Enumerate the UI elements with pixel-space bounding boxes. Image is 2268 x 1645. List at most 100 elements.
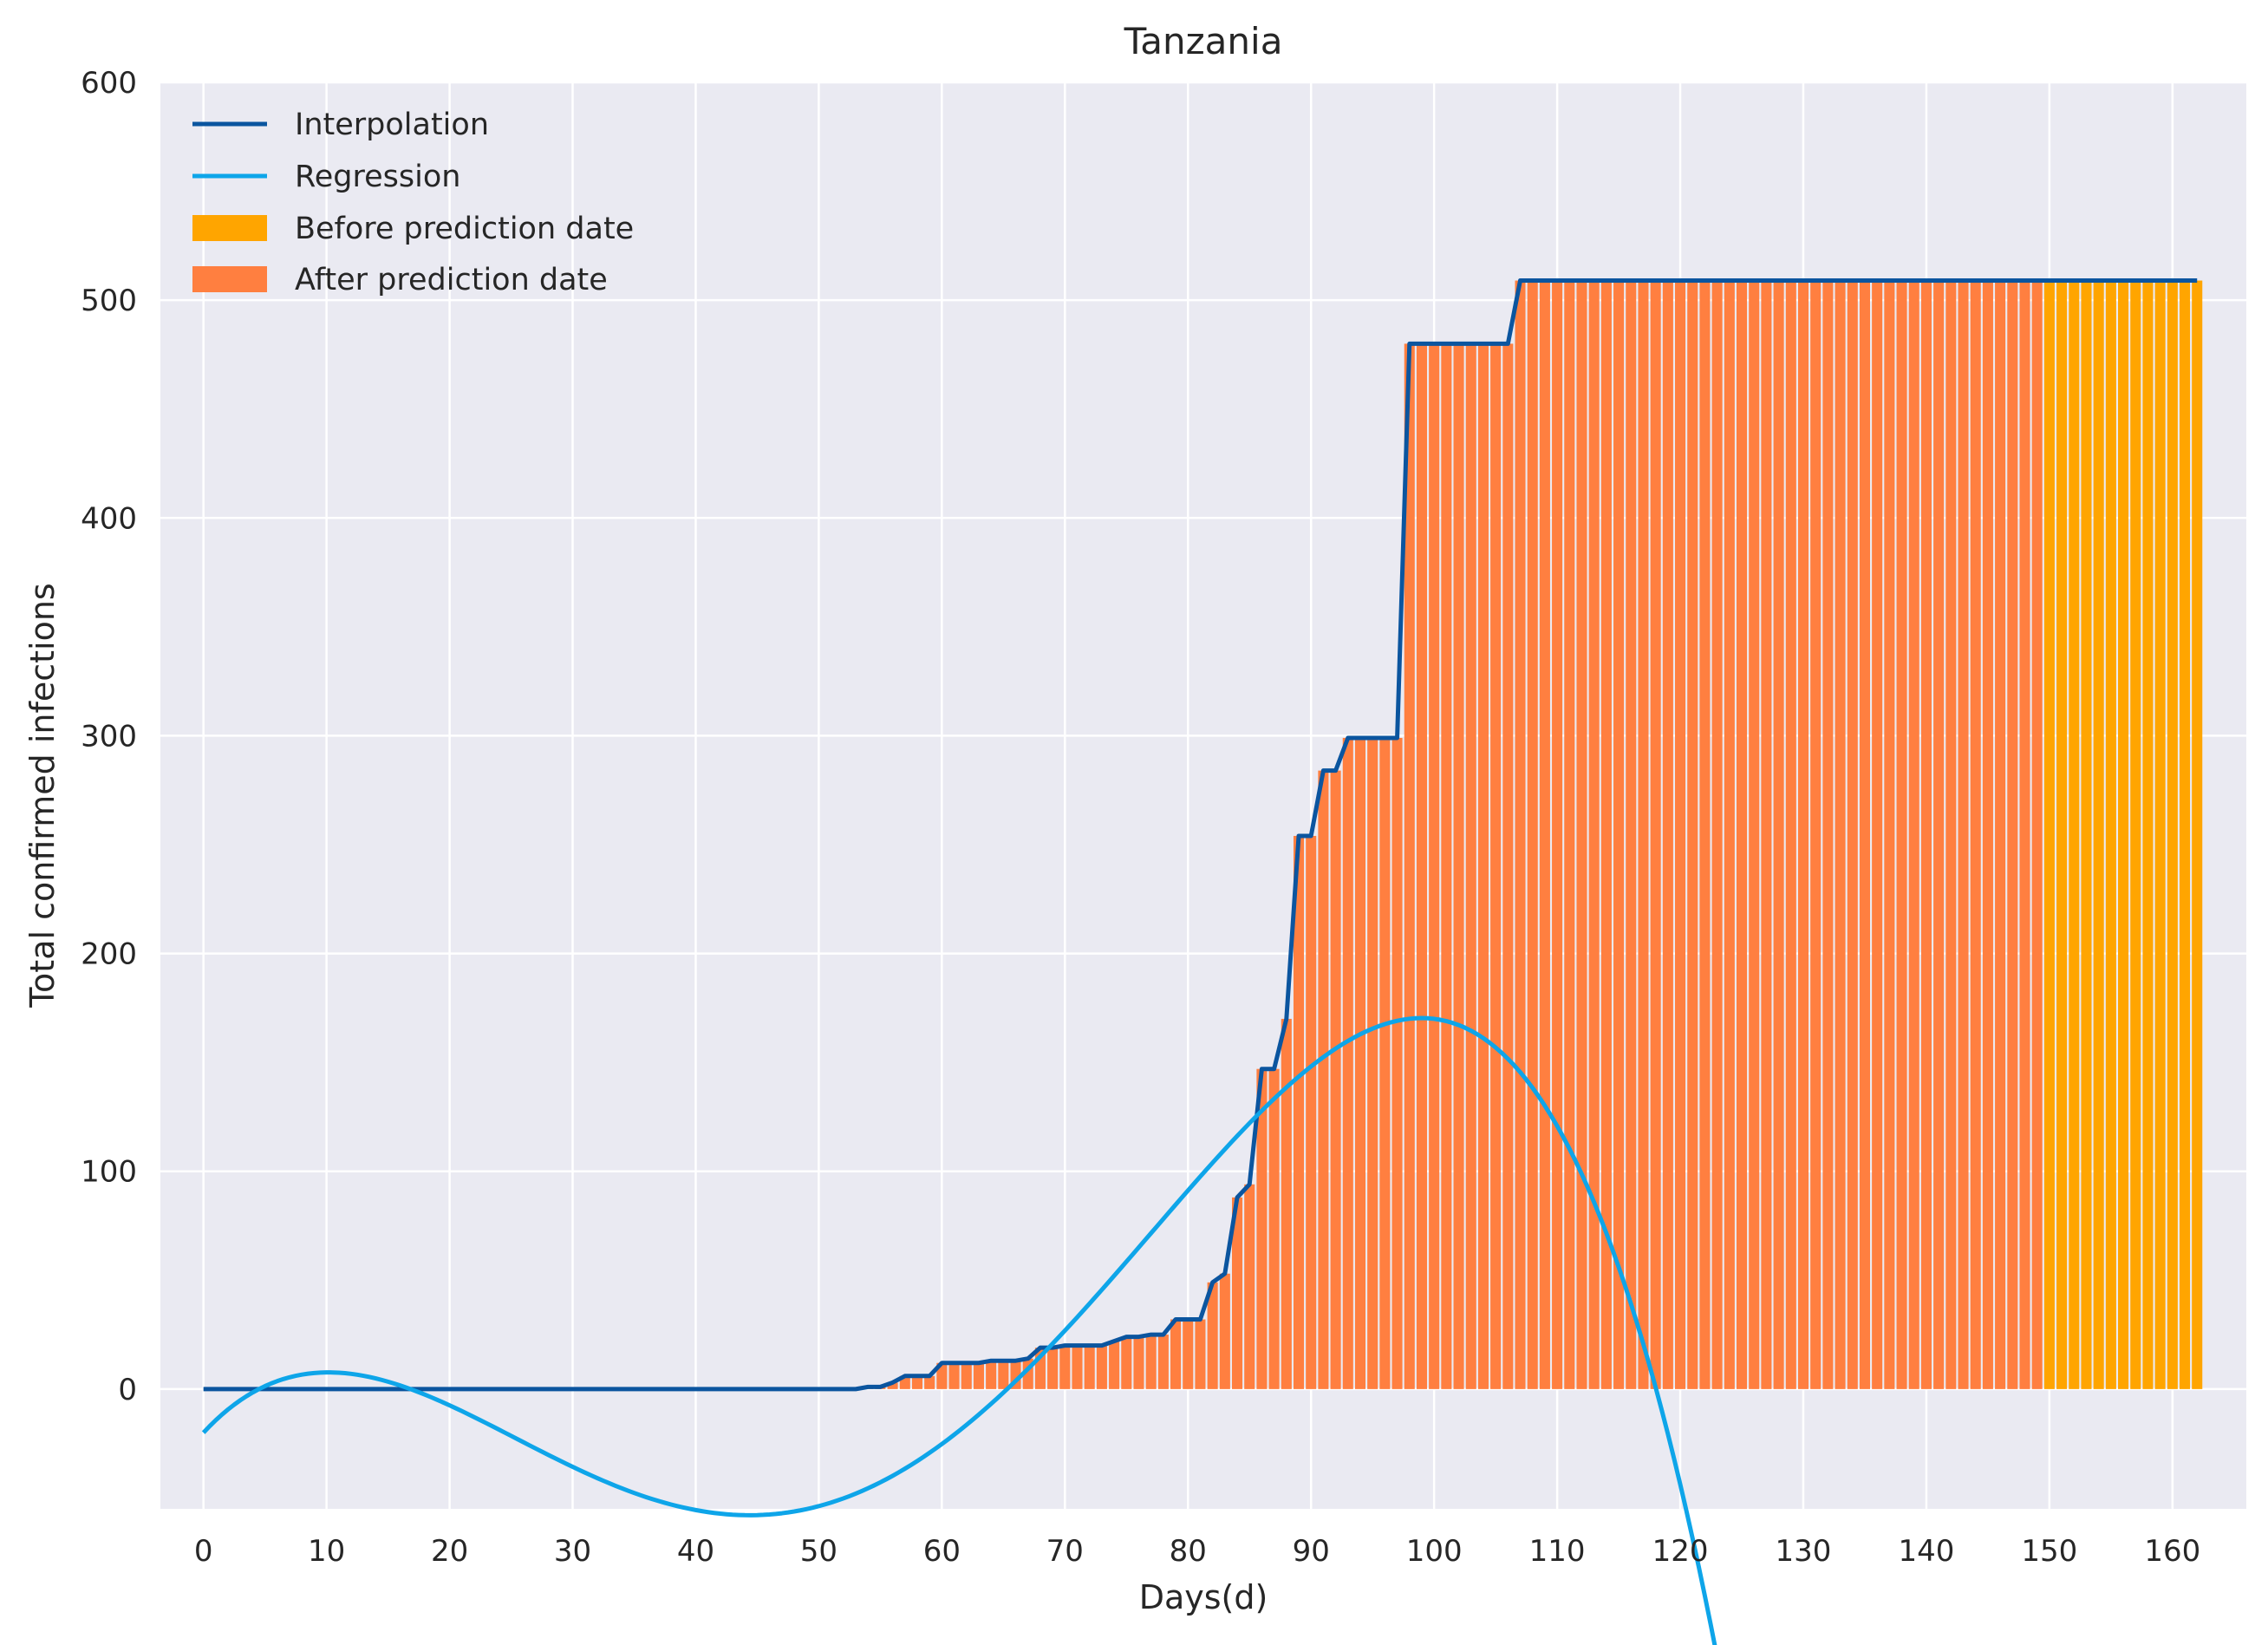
y-tick-label-200: 200 bbox=[81, 937, 137, 972]
x-tick-label-130: 130 bbox=[1776, 1534, 1832, 1569]
bar-day-138 bbox=[1896, 280, 1907, 1389]
bar-day-59 bbox=[924, 1375, 935, 1389]
bar-day-135 bbox=[1859, 280, 1870, 1389]
x-tick-label-0: 0 bbox=[194, 1534, 213, 1569]
y-tick-label-500: 500 bbox=[81, 284, 137, 318]
bar-day-160 bbox=[2167, 280, 2178, 1389]
bar-day-123 bbox=[1711, 280, 1723, 1389]
bar-day-111 bbox=[1564, 280, 1575, 1389]
bar-day-112 bbox=[1576, 280, 1587, 1389]
legend-label-after-prediction: After prediction date bbox=[295, 263, 608, 297]
legend-label-regression: Regression bbox=[295, 160, 460, 194]
bar-day-151 bbox=[2056, 280, 2068, 1389]
bar-day-150 bbox=[2043, 280, 2055, 1389]
y-tick-label-100: 100 bbox=[81, 1155, 137, 1190]
bar-day-80 bbox=[1183, 1319, 1194, 1389]
bar-day-109 bbox=[1539, 280, 1550, 1389]
bar-day-113 bbox=[1588, 280, 1600, 1389]
bar-day-87 bbox=[1268, 1068, 1280, 1389]
x-axis-ticks: 0 10 20 30 40 50 60 70 80 90 100 110 120 130 140 150 160 bbox=[194, 1534, 2200, 1569]
bar-day-137 bbox=[1884, 280, 1895, 1389]
bar-day-140 bbox=[1920, 280, 1932, 1389]
bar-day-119 bbox=[1662, 280, 1673, 1389]
bar-day-114 bbox=[1600, 280, 1612, 1389]
bar-day-71 bbox=[1072, 1345, 1083, 1389]
bar-day-141 bbox=[1933, 280, 1945, 1389]
x-tick-label-140: 140 bbox=[1898, 1534, 1954, 1569]
x-axis-label: Days(d) bbox=[1139, 1578, 1268, 1616]
bar-day-69 bbox=[1047, 1348, 1059, 1389]
bar-day-62 bbox=[961, 1362, 972, 1389]
bar-day-156 bbox=[2118, 280, 2129, 1389]
y-tick-label-0: 0 bbox=[118, 1373, 137, 1407]
y-axis-label: Total confirmed infections bbox=[23, 583, 62, 1008]
bar-day-134 bbox=[1847, 280, 1858, 1389]
bar-day-115 bbox=[1613, 280, 1625, 1389]
bar-day-93 bbox=[1342, 737, 1353, 1389]
bar-day-100 bbox=[1429, 343, 1440, 1389]
bar-day-83 bbox=[1219, 1273, 1230, 1389]
bar-day-95 bbox=[1367, 737, 1378, 1389]
bar-day-70 bbox=[1059, 1345, 1071, 1389]
bar-day-104 bbox=[1477, 343, 1489, 1389]
bar-day-147 bbox=[2007, 280, 2018, 1389]
bar-day-99 bbox=[1416, 343, 1427, 1389]
bar-day-161 bbox=[2179, 280, 2191, 1389]
bar-day-153 bbox=[2081, 280, 2092, 1389]
bar-day-74 bbox=[1109, 1341, 1120, 1389]
bar-day-154 bbox=[2093, 280, 2104, 1389]
bar-day-97 bbox=[1391, 737, 1403, 1389]
bar-day-76 bbox=[1133, 1336, 1144, 1389]
bar-day-108 bbox=[1527, 280, 1538, 1389]
x-tick-label-70: 70 bbox=[1046, 1534, 1084, 1569]
bar-day-58 bbox=[911, 1375, 923, 1389]
bar-day-131 bbox=[1810, 280, 1822, 1389]
legend-swatch-after-prediction bbox=[192, 266, 267, 292]
bar-day-81 bbox=[1195, 1319, 1206, 1389]
bar-day-78 bbox=[1157, 1335, 1169, 1389]
bar-day-124 bbox=[1724, 280, 1735, 1389]
x-tick-label-120: 120 bbox=[1652, 1534, 1709, 1569]
bar-day-157 bbox=[2130, 280, 2141, 1389]
x-tick-label-100: 100 bbox=[1406, 1534, 1463, 1569]
series-lines bbox=[201, 278, 2198, 1645]
bar-day-118 bbox=[1650, 280, 1661, 1389]
bar-day-130 bbox=[1797, 280, 1809, 1389]
bar-day-85 bbox=[1244, 1184, 1255, 1389]
bar-day-128 bbox=[1773, 280, 1784, 1389]
bar-day-136 bbox=[1872, 280, 1883, 1389]
bar-day-152 bbox=[2069, 280, 2080, 1389]
x-tick-label-10: 10 bbox=[308, 1534, 345, 1569]
bar-day-149 bbox=[2031, 280, 2043, 1389]
bar-day-121 bbox=[1687, 280, 1698, 1389]
bar-day-129 bbox=[1785, 280, 1796, 1389]
y-tick-label-300: 300 bbox=[81, 719, 137, 754]
regression-line bbox=[201, 1015, 1717, 1645]
bar-day-90 bbox=[1306, 835, 1317, 1389]
y-tick-label-400: 400 bbox=[81, 501, 137, 536]
x-tick-label-80: 80 bbox=[1170, 1534, 1207, 1569]
bar-day-96 bbox=[1379, 737, 1391, 1389]
bar-day-143 bbox=[1958, 280, 1969, 1389]
y-tick-label-600: 600 bbox=[81, 66, 137, 101]
bar-day-61 bbox=[948, 1362, 960, 1389]
bar-day-144 bbox=[1970, 280, 1981, 1389]
bar-day-79 bbox=[1170, 1319, 1182, 1389]
bar-day-116 bbox=[1626, 280, 1637, 1389]
x-tick-label-30: 30 bbox=[554, 1534, 591, 1569]
x-tick-label-50: 50 bbox=[800, 1534, 837, 1569]
bar-day-88 bbox=[1281, 1018, 1292, 1389]
bar-day-107 bbox=[1515, 280, 1526, 1389]
bar-day-125 bbox=[1736, 280, 1748, 1389]
x-tick-label-110: 110 bbox=[1529, 1534, 1586, 1569]
bar-day-89 bbox=[1293, 835, 1305, 1389]
bar-day-162 bbox=[2192, 280, 2203, 1389]
bar-day-132 bbox=[1822, 280, 1834, 1389]
bar-day-103 bbox=[1465, 343, 1476, 1389]
bar-day-105 bbox=[1490, 343, 1502, 1389]
bar-day-106 bbox=[1502, 343, 1514, 1389]
x-tick-label-160: 160 bbox=[2144, 1534, 2200, 1569]
bar-day-92 bbox=[1330, 770, 1341, 1389]
bar-day-101 bbox=[1441, 343, 1452, 1389]
